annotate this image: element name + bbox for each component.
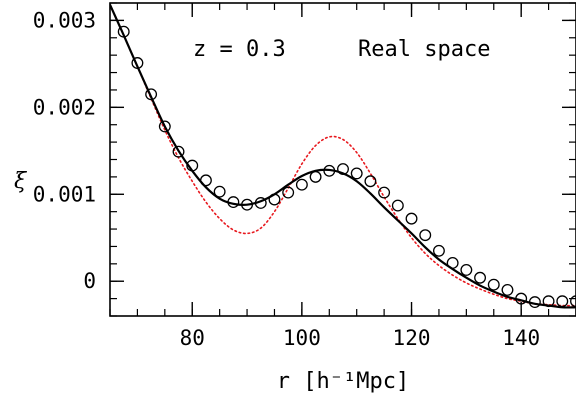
data-point-marker — [268, 193, 281, 206]
data-point-marker — [117, 25, 130, 38]
data-point-marker — [323, 164, 336, 177]
x-tick-labels: 80 100 120 140 — [180, 326, 541, 350]
minor-ticks — [109, 2, 576, 317]
x-tick-label: 100 — [283, 326, 321, 350]
y-tick-label: 0 — [83, 269, 96, 293]
annotation-space: Real space — [358, 37, 490, 62]
data-point-marker — [295, 178, 308, 191]
data-point-marker — [227, 196, 240, 209]
data-point-marker — [213, 185, 226, 198]
y-tick-label: 0.001 — [33, 182, 96, 206]
y-tick-label: 0.003 — [33, 8, 96, 32]
data-point-marker — [432, 244, 445, 257]
data-point-marker — [241, 198, 254, 211]
series-open-circles — [117, 25, 576, 309]
data-point-marker — [446, 257, 459, 269]
data-point-marker — [337, 163, 349, 176]
x-axis-label: r [h⁻¹Mpc] — [277, 369, 409, 394]
plot-frame — [109, 2, 576, 317]
dotted-line-series — [110, 3, 576, 307]
data-point-marker — [172, 145, 185, 158]
data-point-marker — [515, 292, 528, 305]
data-point-marker — [542, 295, 555, 308]
data-point-marker — [474, 271, 487, 284]
x-tick-label: 140 — [502, 326, 540, 350]
data-point-marker — [528, 296, 541, 309]
data-point-marker — [186, 159, 199, 172]
data-point-marker — [391, 199, 404, 212]
data-point-marker — [487, 278, 500, 291]
data-point-marker — [254, 197, 267, 209]
data-point-marker — [282, 186, 295, 199]
annotation-redshift: z = 0.3 — [193, 37, 286, 62]
data-point-marker — [309, 170, 322, 183]
data-point-marker — [199, 174, 212, 187]
x-tick-label: 120 — [393, 326, 431, 350]
data-point-marker — [460, 263, 473, 276]
x-tick-label: 80 — [180, 326, 205, 350]
data-point-marker — [501, 283, 514, 296]
y-tick-labels: 0 0.001 0.002 0.003 — [33, 8, 96, 293]
data-point-marker — [405, 212, 418, 225]
data-point-marker — [158, 120, 171, 133]
data-point-marker — [378, 186, 391, 199]
series-dotted-red — [110, 3, 576, 307]
major-ticks — [110, 3, 576, 316]
y-tick-label: 0.002 — [33, 95, 96, 119]
series-solid-black — [110, 4, 576, 309]
data-point-marker — [419, 229, 432, 242]
solid-line-series — [110, 4, 576, 309]
data-point-marker — [145, 88, 158, 101]
data-point-marker — [364, 175, 377, 188]
y-axis-label: ξ — [14, 169, 28, 194]
data-point-marker — [350, 167, 363, 180]
data-point-marker — [570, 295, 576, 308]
data-point-marker — [556, 295, 569, 308]
data-point-marker — [131, 57, 144, 69]
